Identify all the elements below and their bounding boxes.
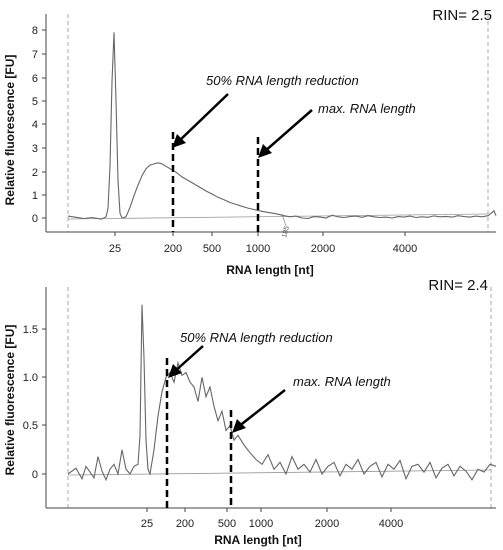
x-tick-1-2: 500 (203, 243, 221, 255)
x-axis-label-1: RNA length [nt] (226, 263, 314, 277)
rin-label-2: RIN= 2.4 (428, 277, 488, 294)
arrow-50pct-2 (173, 345, 204, 373)
y-axis-label-1: Relative fluorescence [FU] (3, 55, 17, 206)
y-tick-2-3: 1.5 (23, 324, 38, 336)
y-tick-1-1: 1 (32, 190, 38, 202)
y-tick-1-3: 3 (32, 143, 38, 155)
x-tick-2-3: 1000 (249, 518, 273, 530)
x-tick-2-0: 25 (141, 518, 153, 530)
y-axis-label-2: Relative fluorescence [FU] (3, 325, 17, 476)
x-tick-1-1: 200 (164, 243, 182, 255)
panel-2: RIN= 2.4 Relative fluorescence [FU] 0 0.… (3, 277, 497, 547)
trace-1 (67, 32, 497, 220)
x-tick-1-3: 1000 (246, 243, 270, 255)
annotation-50pct-2: 50% RNA length reduction (180, 330, 333, 345)
annotation-max-1: max. RNA length (318, 101, 416, 116)
y-tick-2-1: 0.5 (23, 420, 38, 432)
x-tick-1-0: 25 (109, 243, 121, 255)
x-tick-2-4: 2000 (315, 518, 339, 530)
arrow-50pct-1 (177, 93, 229, 143)
peak-label-185: 185 (281, 225, 291, 238)
rin-label-1: RIN= 2.5 (432, 7, 492, 24)
x-axis-label-2: RNA length [nt] (214, 533, 302, 547)
trace-2 (67, 304, 497, 482)
y-tick-2-0: 0 (32, 469, 38, 481)
x-tick-1-5: 4000 (393, 243, 417, 255)
annotation-50pct-1: 50% RNA length reduction (206, 73, 359, 88)
y-tick-1-4: 4 (32, 119, 38, 131)
annotation-max-2: max. RNA length (293, 374, 391, 389)
arrow-max-2 (237, 389, 286, 428)
panel-1: RIN= 2.5 Relative fluorescence [FU] 0 1 … (3, 7, 497, 277)
x-tick-2-1: 200 (176, 518, 194, 530)
baseline-1 (67, 213, 489, 220)
x-tick-1-4: 2000 (311, 243, 335, 255)
y-tick-1-8: 8 (32, 25, 38, 37)
x-tick-2-2: 500 (218, 518, 236, 530)
arrow-max-1 (263, 109, 313, 153)
baseline-2 (67, 469, 492, 476)
x-tick-2-5: 4000 (379, 518, 403, 530)
y-tick-1-5: 5 (32, 96, 38, 108)
y-tick-1-0: 0 (32, 213, 38, 225)
y-tick-2-2: 1.0 (23, 372, 38, 384)
y-tick-1-7: 7 (32, 49, 38, 61)
y-tick-1-6: 6 (32, 73, 38, 85)
y-tick-1-2: 2 (32, 167, 38, 179)
